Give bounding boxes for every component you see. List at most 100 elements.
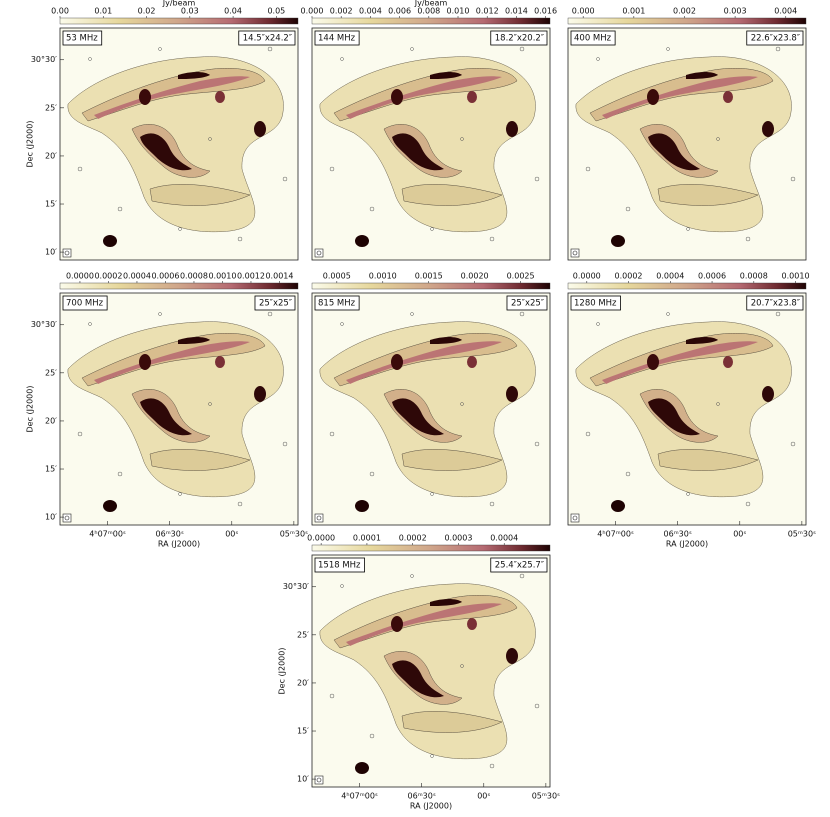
beam-label-box <box>506 295 548 311</box>
label-box <box>570 30 616 46</box>
image-frame <box>567 292 807 526</box>
image-frame <box>59 27 299 261</box>
frequency-label: 144 MHz <box>318 34 356 44</box>
colorbar-tick-label: 0.006 <box>388 7 411 16</box>
colorbar-tick-label: 0.010 <box>447 7 470 16</box>
colorbar <box>567 282 807 290</box>
label-box <box>570 295 621 311</box>
x-tick-label: 05ᵐ30ˢ <box>788 530 816 539</box>
y-axis-label: Dec (J2000) <box>26 121 35 168</box>
colorbar-tick-label: 0.03 <box>181 7 199 16</box>
colorbar-tick-label: 0.004 <box>359 7 382 16</box>
beam <box>316 515 322 521</box>
colorbar-tick-label: 0.0001 <box>353 534 381 543</box>
y-tick-label: 15′ <box>297 727 309 736</box>
colorbar-tick-label: 0.002 <box>330 7 353 16</box>
colorbar <box>567 17 807 25</box>
colorbar-tick-label: 0.0010 <box>208 272 236 281</box>
frequency-label: 400 MHz <box>574 34 612 44</box>
beam-box <box>62 248 72 258</box>
colorbar-tick-label: 0.0002 <box>399 534 427 543</box>
beam-box <box>570 513 580 523</box>
beam-label: 25.4″x25.7″ <box>495 561 544 571</box>
colorbar-tick-label: 0.0008 <box>180 272 208 281</box>
x-tick-label: 00ˢ <box>733 530 746 539</box>
frequency-label: 815 MHz <box>318 299 356 309</box>
beam <box>64 515 70 521</box>
x-tick-label: 06ᵐ30ˢ <box>156 530 184 539</box>
x-tick-label: 00ˢ <box>477 792 490 801</box>
colorbar-tick-label: 0.0010 <box>782 272 810 281</box>
y-axis-label: Dec (J2000) <box>26 386 35 433</box>
frequency-label: 1280 MHz <box>574 299 617 309</box>
label-box <box>314 557 365 573</box>
panel: 400 MHz 22.6″x23.8″ 0.000 0.001 0.002 0.003 0.… <box>567 7 807 261</box>
x-tick-label: 4ʰ07ᵐ00ˢ <box>89 530 126 539</box>
frequency-label: 53 MHz <box>66 34 98 44</box>
image-frame <box>311 27 551 261</box>
colorbar-tick-label: 0.0020 <box>461 272 489 281</box>
image-frame <box>567 27 807 261</box>
beam-label-box <box>254 295 296 311</box>
x-tick-label: 00ˢ <box>225 530 238 539</box>
x-tick-label: 4ʰ07ᵐ00ˢ <box>341 792 378 801</box>
beam-label: 18.2″x20.2″ <box>495 34 544 44</box>
image-frame <box>311 554 551 788</box>
image-frame <box>59 292 299 526</box>
panel: 144 MHz 18.2″x20.2″ 0.000 0.002 0.004 0.006 0.… <box>301 0 557 261</box>
beam-label: 25″x25″ <box>259 299 292 309</box>
colorbar-tick-label: 0.000 <box>572 7 595 16</box>
colorbar-tick-label: 0.016 <box>534 7 557 16</box>
y-tick-label: 15′ <box>45 465 57 474</box>
colorbar-tick-label: 0.014 <box>505 7 528 16</box>
y-tick-label: 20′ <box>45 151 57 160</box>
colorbar-label: Jy/beam <box>162 0 196 8</box>
colorbar-tick-label: 0.0006 <box>151 272 179 281</box>
panel: 815 MHz 25″x25″ 0.0005 0.0010 0.0015 0.0020 0.… <box>311 272 551 526</box>
colorbar-tick-label: 0.003 <box>724 7 747 16</box>
beam <box>316 250 322 256</box>
panel: 700 MHz 25″x25″0.0000 0.0002 0.0004 0.0006 0.… <box>26 272 309 549</box>
colorbar-tick-label: 0.0002 <box>615 272 643 281</box>
colorbar-tick-label: 0.008 <box>417 7 440 16</box>
colorbar-tick-label: 0.02 <box>138 7 156 16</box>
beam-label: 22.6″x23.8″ <box>751 34 800 44</box>
beam-box <box>570 248 580 258</box>
colorbar-tick-label: 0.0000 <box>66 272 94 281</box>
colorbar-tick-label: 0.004 <box>774 7 797 16</box>
colorbar <box>59 17 299 25</box>
colorbar-tick-label: 0.0005 <box>323 272 351 281</box>
frequency-label: 700 MHz <box>66 299 104 309</box>
beam-box <box>314 248 324 258</box>
y-tick-label: 25′ <box>297 630 309 639</box>
colorbar-tick-label: 0.0000 <box>307 534 335 543</box>
colorbar-tick-label: 0.01 <box>94 7 112 16</box>
colorbar <box>311 282 551 290</box>
colorbar <box>59 282 299 290</box>
beam-label-box <box>746 30 804 46</box>
y-tick-label: 10′ <box>45 513 57 522</box>
colorbar-tick-label: 0.0006 <box>698 272 726 281</box>
beam-box <box>314 775 324 785</box>
colorbar-tick-label: 0.0015 <box>415 272 443 281</box>
x-tick-label: 06ᵐ30ˢ <box>408 792 436 801</box>
y-tick-label: 25′ <box>45 103 57 112</box>
beam-box <box>62 513 72 523</box>
label-box <box>62 295 108 311</box>
beam-label: 14.5″x24.2″ <box>243 34 292 44</box>
x-tick-label: 05ᵐ30ˢ <box>532 792 560 801</box>
colorbar-tick-label: 0.04 <box>224 7 242 16</box>
beam-label: 20.7″x23.8″ <box>751 299 800 309</box>
beam <box>64 250 70 256</box>
beam <box>572 250 578 256</box>
x-tick-label: 4ʰ07ᵐ00ˢ <box>597 530 634 539</box>
y-tick-label: 20′ <box>297 678 309 687</box>
y-tick-label: 10′ <box>45 248 57 257</box>
image-frame <box>311 292 551 526</box>
x-axis-label: RA (J2000) <box>666 540 708 549</box>
colorbar-tick-label: 0.0010 <box>369 272 397 281</box>
colorbar-tick-label: 0.0008 <box>740 272 768 281</box>
colorbar <box>311 17 551 25</box>
label-box <box>314 30 360 46</box>
